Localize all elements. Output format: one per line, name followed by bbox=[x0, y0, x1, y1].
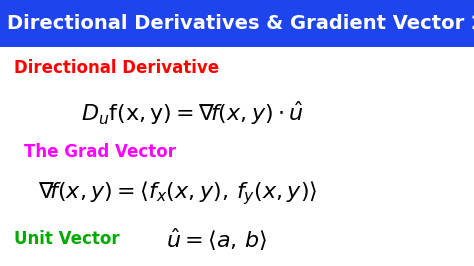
Text: $D_u\mathrm{f}(\mathrm{x},\mathrm{y}) = \nabla\!f(x,y)\cdot\hat{u}$: $D_u\mathrm{f}(\mathrm{x},\mathrm{y}) = … bbox=[81, 99, 303, 127]
Text: Unit Vector: Unit Vector bbox=[14, 230, 120, 248]
FancyBboxPatch shape bbox=[0, 0, 474, 47]
Text: The Grad Vector: The Grad Vector bbox=[24, 143, 176, 161]
Text: Directional Derivative: Directional Derivative bbox=[14, 59, 219, 77]
Text: $\hat{u} = \langle a,\,b\rangle$: $\hat{u} = \langle a,\,b\rangle$ bbox=[166, 226, 267, 253]
Text: Directional Derivatives & Gradient Vector 2: Directional Derivatives & Gradient Vecto… bbox=[7, 14, 474, 33]
Text: $\nabla\!f(x,y) = \langle f_x(x,y),\,f_y(x,y)\rangle$: $\nabla\!f(x,y) = \langle f_x(x,y),\,f_y… bbox=[38, 179, 318, 207]
